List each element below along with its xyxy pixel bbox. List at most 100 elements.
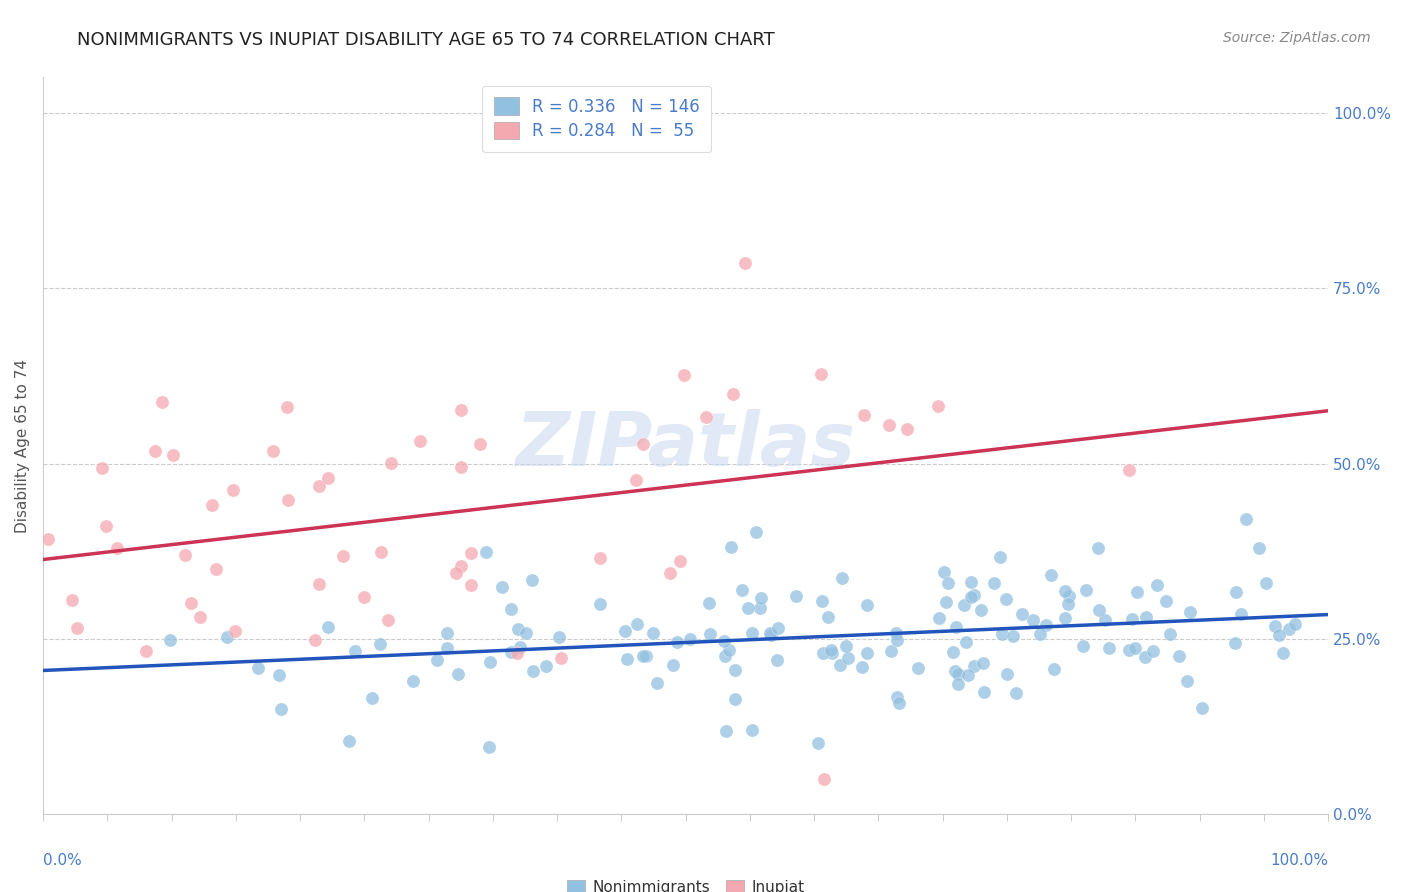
Point: [1094, 613, 1116, 627]
Point: [810, 367, 832, 381]
Point: [932, 565, 955, 579]
Point: [1053, 611, 1076, 625]
Point: [337, 734, 360, 748]
Point: [1159, 627, 1181, 641]
Point: [460, 546, 482, 560]
Point: [215, 630, 238, 644]
Point: [673, 368, 696, 382]
Point: [344, 644, 367, 658]
Point: [1011, 607, 1033, 621]
Point: [444, 566, 467, 580]
Point: [983, 575, 1005, 590]
Point: [506, 622, 529, 636]
Point: [749, 600, 772, 615]
Point: [994, 592, 1017, 607]
Point: [520, 573, 543, 587]
Point: [837, 651, 859, 665]
Point: [759, 628, 782, 642]
Point: [450, 558, 472, 573]
Point: [1234, 512, 1257, 526]
Point: [308, 577, 330, 591]
Point: [785, 589, 807, 603]
Point: [988, 549, 1011, 564]
Point: [907, 661, 929, 675]
Point: [380, 457, 402, 471]
Point: [460, 578, 482, 592]
Point: [589, 597, 612, 611]
Point: [957, 668, 980, 682]
Point: [1022, 613, 1045, 627]
Point: [737, 600, 759, 615]
Point: [1118, 463, 1140, 477]
Point: [205, 562, 228, 576]
Point: [884, 626, 907, 640]
Point: [1057, 589, 1080, 603]
Text: Source: ZipAtlas.com: Source: ZipAtlas.com: [1223, 31, 1371, 45]
Point: [960, 574, 983, 589]
Point: [426, 653, 449, 667]
Point: [1071, 639, 1094, 653]
Point: [1035, 618, 1057, 632]
Point: [94, 519, 117, 533]
Point: [935, 595, 957, 609]
Point: [1002, 629, 1025, 643]
Point: [669, 554, 692, 568]
Point: [1098, 640, 1121, 655]
Point: [143, 443, 166, 458]
Point: [1005, 686, 1028, 700]
Point: [820, 643, 842, 657]
Point: [1087, 541, 1109, 555]
Point: [368, 637, 391, 651]
Point: [626, 474, 648, 488]
Point: [66, 621, 89, 635]
Point: [741, 625, 763, 640]
Point: [697, 596, 720, 610]
Point: [721, 387, 744, 401]
Point: [1135, 609, 1157, 624]
Point: [631, 649, 654, 664]
Point: [714, 723, 737, 738]
Point: [749, 591, 772, 606]
Point: [1121, 612, 1143, 626]
Point: [269, 668, 291, 682]
Point: [90, 460, 112, 475]
Point: [409, 434, 432, 448]
Point: [613, 624, 636, 638]
Point: [377, 613, 399, 627]
Point: [173, 548, 195, 562]
Point: [991, 627, 1014, 641]
Point: [222, 483, 245, 498]
Point: [631, 437, 654, 451]
Point: [856, 646, 879, 660]
Point: [180, 596, 202, 610]
Point: [1191, 701, 1213, 715]
Point: [856, 599, 879, 613]
Point: [880, 644, 903, 658]
Point: [1230, 607, 1253, 622]
Point: [270, 702, 292, 716]
Point: [135, 643, 157, 657]
Point: [945, 620, 967, 634]
Point: [353, 591, 375, 605]
Point: [1223, 635, 1246, 649]
Point: [1040, 568, 1063, 582]
Point: [1249, 541, 1271, 555]
Point: [370, 545, 392, 559]
Point: [927, 399, 949, 413]
Text: 100.0%: 100.0%: [1270, 854, 1329, 869]
Point: [1268, 628, 1291, 642]
Point: [436, 625, 458, 640]
Point: [831, 571, 853, 585]
Point: [942, 645, 965, 659]
Point: [955, 635, 977, 649]
Point: [491, 580, 513, 594]
Point: [699, 626, 721, 640]
Point: [963, 658, 986, 673]
Point: [506, 646, 529, 660]
Point: [744, 525, 766, 540]
Point: [499, 601, 522, 615]
Point: [150, 395, 173, 409]
Point: [946, 677, 969, 691]
Point: [811, 593, 834, 607]
Point: [877, 418, 900, 433]
